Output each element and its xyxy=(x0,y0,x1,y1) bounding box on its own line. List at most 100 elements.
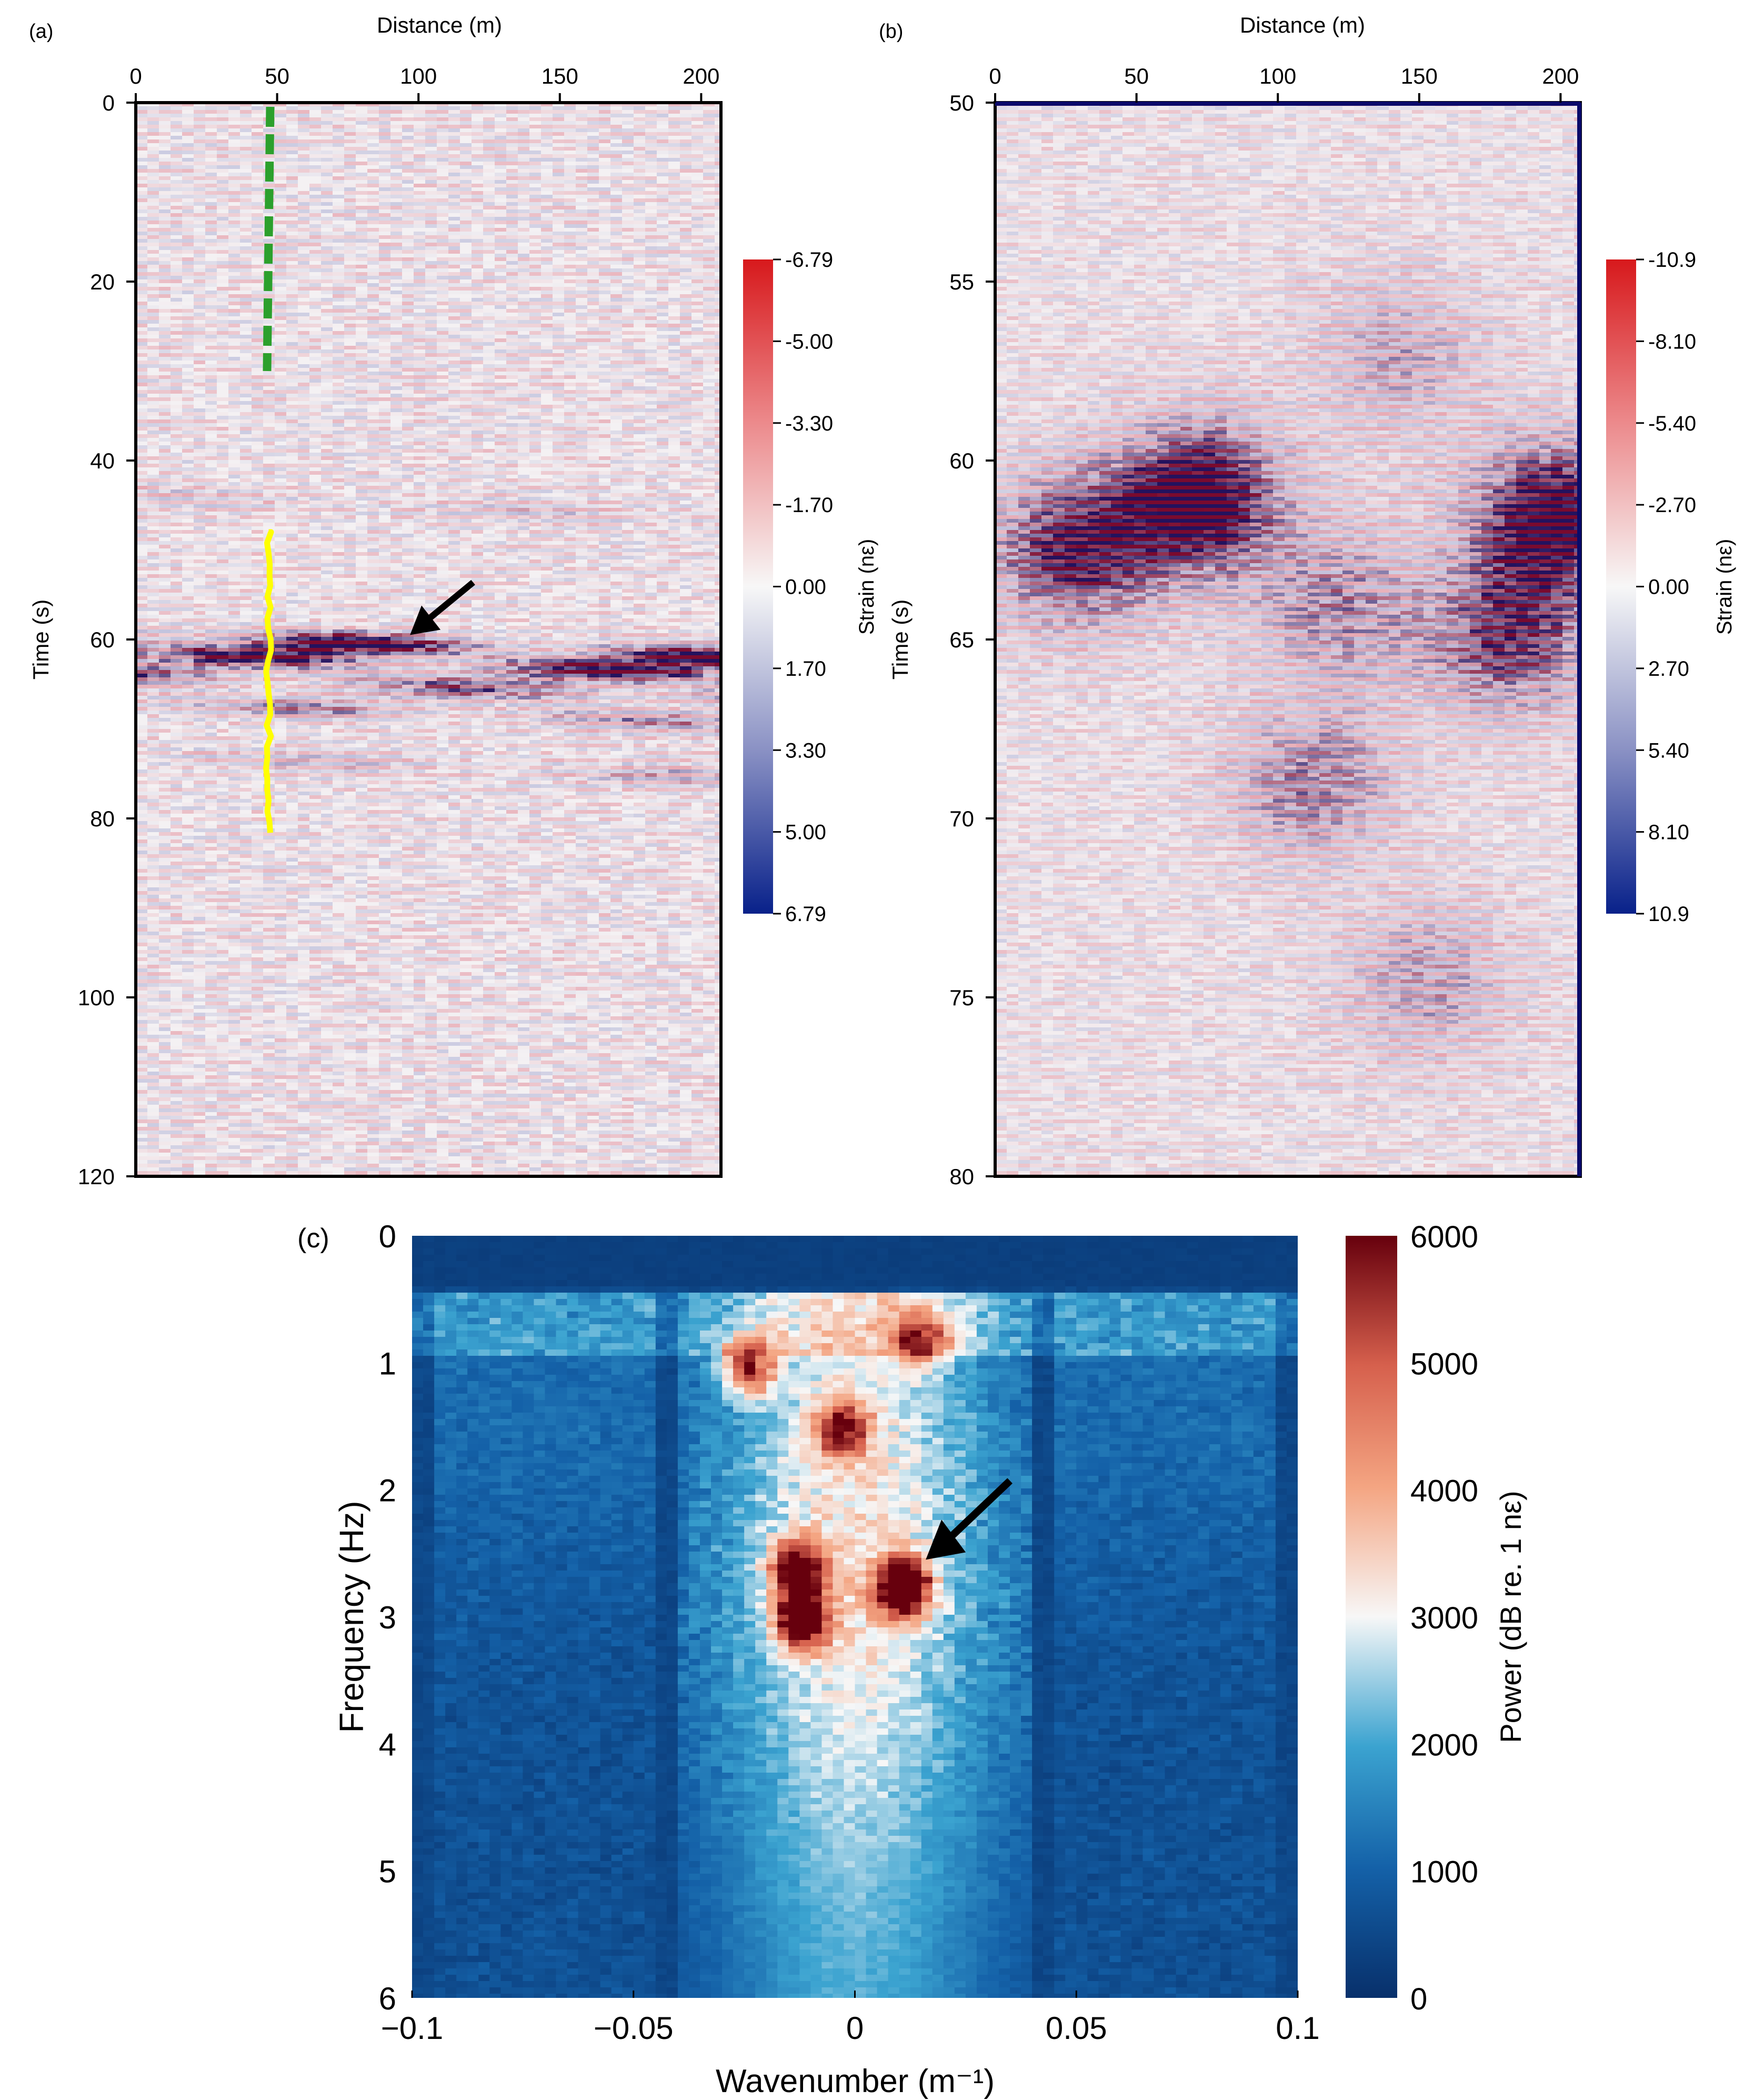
heatmap-cell xyxy=(333,342,345,346)
heatmap-cell xyxy=(564,132,576,136)
heatmap-cell xyxy=(518,261,530,265)
heatmap-cell xyxy=(495,173,507,177)
heatmap-cell xyxy=(356,419,368,424)
heatmap-cell xyxy=(321,180,333,184)
heatmap-cell xyxy=(715,287,721,291)
heatmap-cell xyxy=(356,158,368,162)
heatmap-cell xyxy=(622,335,634,339)
heatmap-cell xyxy=(437,272,449,276)
heatmap-cell xyxy=(309,423,322,427)
heatmap-cell xyxy=(252,434,264,438)
heatmap-cell xyxy=(182,257,194,262)
heatmap-cell xyxy=(171,423,183,427)
heatmap-cell xyxy=(194,246,206,251)
heatmap-cell xyxy=(321,257,333,262)
heatmap-cell xyxy=(367,139,379,144)
heatmap-cell xyxy=(321,268,333,273)
heatmap-cell xyxy=(414,423,426,427)
heatmap-cell xyxy=(680,106,692,111)
heatmap-cell xyxy=(518,217,530,221)
heatmap-cell xyxy=(553,383,565,387)
heatmap-cell xyxy=(610,305,623,309)
heatmap-cell xyxy=(344,390,356,394)
heatmap-cell xyxy=(333,416,345,420)
heatmap-cell xyxy=(309,154,322,158)
heatmap-cell xyxy=(390,154,403,158)
heatmap-cell xyxy=(657,419,669,424)
heatmap-cell xyxy=(495,427,507,431)
heatmap-cell xyxy=(518,346,530,350)
heatmap-cell xyxy=(425,309,437,313)
heatmap-cell xyxy=(657,316,669,321)
heatmap-cell xyxy=(356,427,368,431)
heatmap-cell xyxy=(472,246,484,251)
heatmap-cell xyxy=(587,368,599,372)
heatmap-cell xyxy=(171,434,183,438)
heatmap-cell xyxy=(448,309,460,313)
heatmap-cell xyxy=(495,291,507,295)
heatmap-cell xyxy=(645,361,657,365)
heatmap-cell xyxy=(286,261,298,265)
heatmap-cell xyxy=(252,125,264,129)
heatmap-cell xyxy=(182,449,194,453)
heatmap-cell xyxy=(506,187,518,192)
heatmap-cell xyxy=(414,265,426,269)
heatmap-cell xyxy=(275,320,287,324)
heatmap-cell xyxy=(205,375,217,379)
heatmap-cell xyxy=(136,184,148,188)
heatmap-cell xyxy=(680,456,692,461)
heatmap-cell xyxy=(356,349,368,354)
heatmap-cell xyxy=(472,128,484,133)
heatmap-cell xyxy=(448,438,460,442)
heatmap-cell xyxy=(564,408,576,413)
heatmap-cell xyxy=(147,353,159,357)
heatmap-cell xyxy=(194,383,206,387)
heatmap-cell xyxy=(576,228,588,232)
heatmap-cell xyxy=(541,327,553,332)
heatmap-cell xyxy=(228,305,240,309)
heatmap-cell xyxy=(194,158,206,162)
heatmap-cell xyxy=(205,213,217,217)
heatmap-cell xyxy=(691,128,704,133)
heatmap-cell xyxy=(136,191,148,195)
heatmap-cell xyxy=(529,390,542,394)
heatmap-cell xyxy=(414,176,426,181)
heatmap-cell xyxy=(205,320,217,324)
heatmap-cell xyxy=(715,184,721,188)
heatmap-cell xyxy=(437,235,449,239)
heatmap-cell xyxy=(205,368,217,372)
heatmap-cell xyxy=(402,206,414,210)
heatmap-cell xyxy=(205,132,217,136)
heatmap-cell xyxy=(136,180,148,184)
heatmap-cell xyxy=(576,121,588,125)
heatmap-cell xyxy=(205,224,217,228)
heatmap-cell xyxy=(668,268,680,273)
heatmap-cell xyxy=(367,276,379,280)
heatmap-cell xyxy=(518,228,530,232)
heatmap-cell xyxy=(217,180,229,184)
heatmap-cell xyxy=(657,187,669,192)
heatmap-cell xyxy=(159,383,171,387)
heatmap-cell xyxy=(460,195,472,199)
heatmap-cell xyxy=(159,335,171,339)
heatmap-cell xyxy=(182,460,194,464)
heatmap-cell xyxy=(622,453,634,457)
heatmap-cell xyxy=(298,353,310,357)
heatmap-cell xyxy=(622,151,634,155)
heatmap-cell xyxy=(333,213,345,217)
heatmap-cell xyxy=(147,445,159,449)
heatmap-cell xyxy=(483,283,495,287)
heatmap-cell xyxy=(657,254,669,258)
heatmap-cell xyxy=(553,331,565,335)
heatmap-cell xyxy=(680,110,692,114)
heatmap-cell xyxy=(448,103,460,107)
heatmap-cell xyxy=(194,342,206,346)
heatmap-cell xyxy=(541,206,553,210)
heatmap-cell xyxy=(309,169,322,173)
heatmap-cell xyxy=(657,169,669,173)
heatmap-cell xyxy=(390,169,403,173)
heatmap-cell xyxy=(437,254,449,258)
heatmap-cell xyxy=(182,125,194,129)
heatmap-cell xyxy=(136,419,148,424)
heatmap-cell xyxy=(205,423,217,427)
